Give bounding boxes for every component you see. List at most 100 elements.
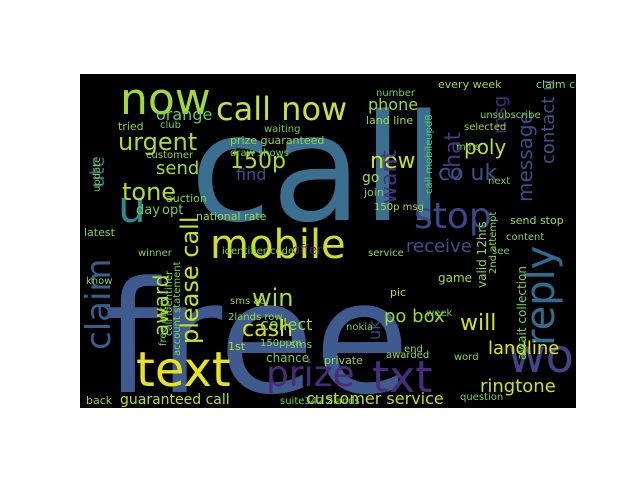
cloud-word: know — [86, 276, 112, 287]
cloud-word: poly — [464, 135, 506, 159]
cloud-word: find — [236, 165, 266, 184]
cloud-word: 1st — [228, 340, 246, 353]
cloud-word: tone — [122, 178, 176, 206]
cloud-word: u — [118, 182, 146, 233]
cloud-word: end — [404, 344, 423, 355]
cloud-word: offer — [292, 243, 323, 258]
cloud-word: await collection — [515, 266, 529, 360]
cloud-word: 150ppm — [260, 338, 302, 349]
cloud-word: sms — [290, 338, 312, 351]
cloud-word: customer service — [306, 389, 444, 408]
cloud-word: will — [460, 311, 496, 336]
cloud-word: chat — [441, 131, 466, 180]
cloud-word: selected — [464, 122, 506, 133]
cloud-word: orange — [156, 105, 212, 124]
cloud-word: call now — [216, 90, 347, 128]
cloud-word: 2lands row — [228, 312, 283, 323]
cloud-word: see — [492, 246, 510, 257]
cloud-word: stop — [414, 196, 492, 237]
cloud-word: claim code — [536, 78, 576, 91]
cloud-word: sms ac — [230, 296, 265, 307]
cloud-word: question — [460, 392, 503, 403]
cloud-word: unsubscribe — [480, 110, 541, 121]
cloud-word: call mobileupd8 — [424, 114, 435, 194]
cloud-word: auction — [166, 192, 207, 205]
cloud-word: day — [136, 203, 160, 218]
cloud-word: want — [377, 150, 402, 204]
cloud-word: chance — [266, 351, 309, 365]
cloud-word: prize guaranteed — [230, 134, 324, 147]
cloud-word: latest — [84, 226, 116, 239]
cloud-word: join — [363, 186, 384, 199]
cloud-word: collect — [260, 315, 312, 334]
cloud-word: call identifier — [164, 270, 175, 336]
cloud-word: ringtone — [480, 376, 556, 397]
cloud-word: utc — [85, 156, 109, 188]
cloud-word: mobile — [210, 222, 346, 268]
cloud-word: msg — [490, 96, 511, 134]
cloud-word: account statement — [172, 261, 183, 356]
cloud-word: free entry — [158, 297, 169, 346]
cloud-word: uk — [365, 320, 384, 340]
cloud-word: opt — [162, 203, 183, 218]
cloud-word: identifier code — [222, 246, 294, 257]
cloud-word: private — [324, 354, 363, 367]
cloud-word: every week — [438, 78, 502, 91]
cloud-word: word — [454, 352, 479, 363]
word-cloud-panel: call free now call now u text mobile stop reply c… — [80, 74, 576, 408]
cloud-word: pic — [390, 286, 406, 299]
cloud-word: winner — [138, 248, 173, 259]
cloud-word: awarded — [386, 350, 429, 361]
cloud-word: phone — [368, 95, 418, 114]
cloud-word: waiting — [264, 124, 300, 135]
cloud-word: 150p — [230, 149, 286, 174]
cloud-word: guaranteed call — [120, 392, 230, 408]
cloud-word: club — [160, 120, 181, 131]
cloud-word: 150p msg — [374, 202, 424, 213]
cloud-word: please call — [176, 216, 204, 344]
cloud-word: go — [362, 170, 379, 186]
cloud-word: claim — [80, 258, 119, 350]
cloud-word: cash — [242, 317, 293, 342]
cloud-word: suite342 2lands — [280, 396, 360, 407]
cloud-word: number — [376, 88, 416, 99]
cloud-word: mins — [456, 142, 480, 153]
cloud-word: new — [370, 149, 415, 174]
cloud-word: receive — [406, 236, 472, 257]
cloud-word: reply — [518, 246, 564, 346]
cloud-word: next — [488, 176, 510, 187]
cloud-word: award — [149, 275, 173, 336]
cloud-word: 2nd attempt — [488, 212, 499, 274]
cloud-word: landline — [488, 338, 559, 359]
cloud-word: tried — [118, 120, 144, 133]
cloud-word: valid 12hrs — [475, 221, 489, 288]
cloud-word: customer — [146, 150, 194, 161]
cloud-word: back — [86, 394, 113, 407]
cloud-word: text — [136, 342, 231, 398]
cloud-word: urgent — [118, 128, 197, 156]
cloud-word: week — [426, 308, 452, 319]
cloud-word: service — [368, 248, 404, 259]
cloud-word: co uk — [438, 161, 497, 186]
cloud-word: nokia — [346, 322, 373, 333]
cloud-word: txt — [372, 352, 433, 403]
cloud-word: game — [438, 271, 472, 285]
cloud-word: call — [190, 83, 444, 255]
cloud-word: free — [104, 248, 410, 408]
cloud-word: update — [92, 157, 103, 192]
cloud-word: now — [120, 74, 211, 125]
cloud-word: national rate — [196, 210, 267, 223]
cloud-word: send — [156, 158, 199, 179]
cloud-word: draw shows — [230, 148, 289, 159]
cloud-word: content — [506, 232, 544, 243]
cloud-word: message — [513, 112, 537, 202]
cloud-word: send stop — [510, 214, 564, 227]
cloud-word: win — [252, 284, 294, 312]
cloud-word: land line — [366, 114, 413, 127]
cloud-word: po box — [384, 306, 445, 327]
cloud-word: prize — [266, 354, 355, 395]
cloud-word: won — [508, 329, 576, 383]
cloud-word: contact u — [538, 80, 559, 165]
